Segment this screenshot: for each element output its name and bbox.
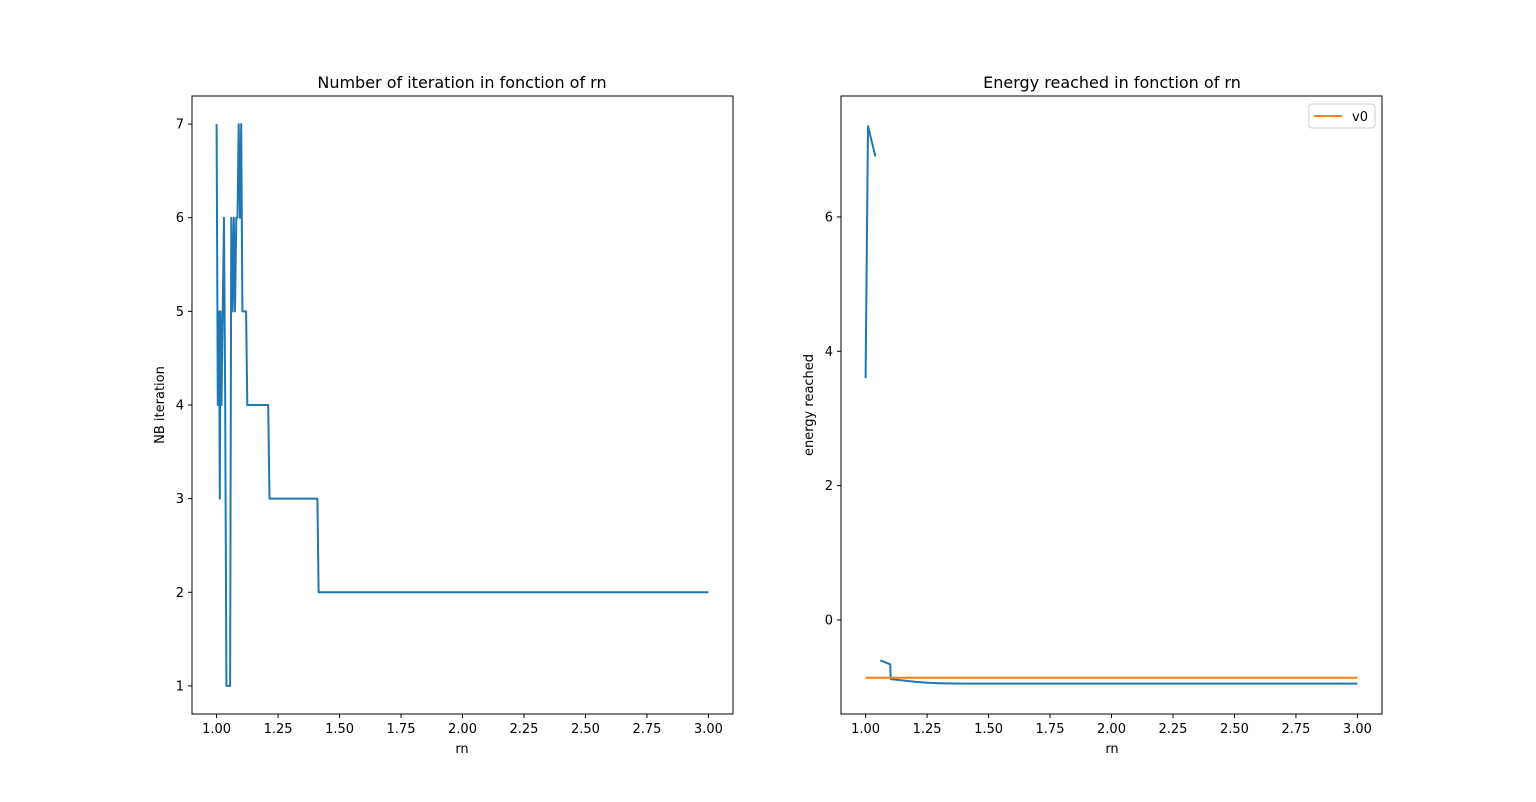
chart-iterations: Number of iteration in fonction of rn 1.…: [153, 73, 734, 757]
x-tick-label: 3.00: [1343, 722, 1372, 737]
y-tick-label: 6: [176, 211, 184, 226]
y-axis-label: energy reached: [802, 354, 817, 456]
ticks: 1.00 1.25 1.50 1.75 2.00 2.25 2.50 2.75 3.00 0 2 4 6: [825, 210, 1372, 737]
x-tick-label: 1.25: [913, 722, 942, 737]
y-tick-label: 2: [825, 479, 833, 494]
chart-energy: Energy reached in fonction of rn 1.00 1.2…: [802, 73, 1383, 757]
x-tick-label: 1.50: [974, 722, 1003, 737]
y-tick-label: 0: [825, 613, 833, 628]
legend-label-v0: v0: [1352, 110, 1368, 125]
x-tick-label: 2.75: [632, 722, 661, 737]
axes-frame: [840, 95, 1383, 715]
x-tick-label: 2.50: [1220, 722, 1249, 737]
chart-title: Energy reached in fonction of rn: [983, 73, 1241, 92]
x-tick-label: 1.00: [851, 722, 880, 737]
x-tick-label: 2.25: [510, 722, 539, 737]
x-tick-label: 1.25: [264, 722, 293, 737]
x-tick-label: 1.75: [1036, 722, 1065, 737]
x-tick-label: 2.25: [1159, 722, 1188, 737]
ticks: 1.00 1.25 1.50 1.75 2.00 2.25 2.50 2.75 3.00 1 2 3 4…: [176, 118, 723, 737]
y-tick-label: 6: [825, 210, 833, 225]
x-tick-label: 2.75: [1281, 722, 1310, 737]
plot-area: [215, 123, 709, 687]
x-tick-label: 2.00: [1097, 722, 1126, 737]
x-tick-label: 2.00: [448, 722, 477, 737]
y-tick-label: 4: [176, 399, 184, 414]
axes-frame: [191, 95, 734, 715]
y-tick-label: 5: [176, 305, 184, 320]
x-tick-label: 1.50: [325, 722, 354, 737]
x-axis-label: rn: [455, 742, 468, 757]
y-axis-label: NB iteration: [153, 366, 168, 444]
y-tick-label: 7: [176, 118, 184, 133]
y-tick-label: 1: [176, 679, 184, 694]
x-tick-label: 1.75: [387, 722, 416, 737]
legend: v0: [1308, 103, 1376, 129]
y-tick-label: 4: [825, 345, 833, 360]
x-tick-label: 3.00: [694, 722, 723, 737]
y-tick-label: 3: [176, 492, 184, 507]
x-axis-label: rn: [1105, 742, 1118, 757]
series-0-line-0: [864, 125, 877, 379]
series-0-line-0: [215, 123, 709, 687]
y-tick-label: 2: [176, 586, 184, 601]
chart-title: Number of iteration in fonction of rn: [317, 73, 606, 92]
x-tick-label: 2.50: [571, 722, 600, 737]
x-tick-label: 1.00: [202, 722, 231, 737]
plot-area: [864, 125, 1358, 685]
series-0-line-1: [879, 659, 1358, 685]
